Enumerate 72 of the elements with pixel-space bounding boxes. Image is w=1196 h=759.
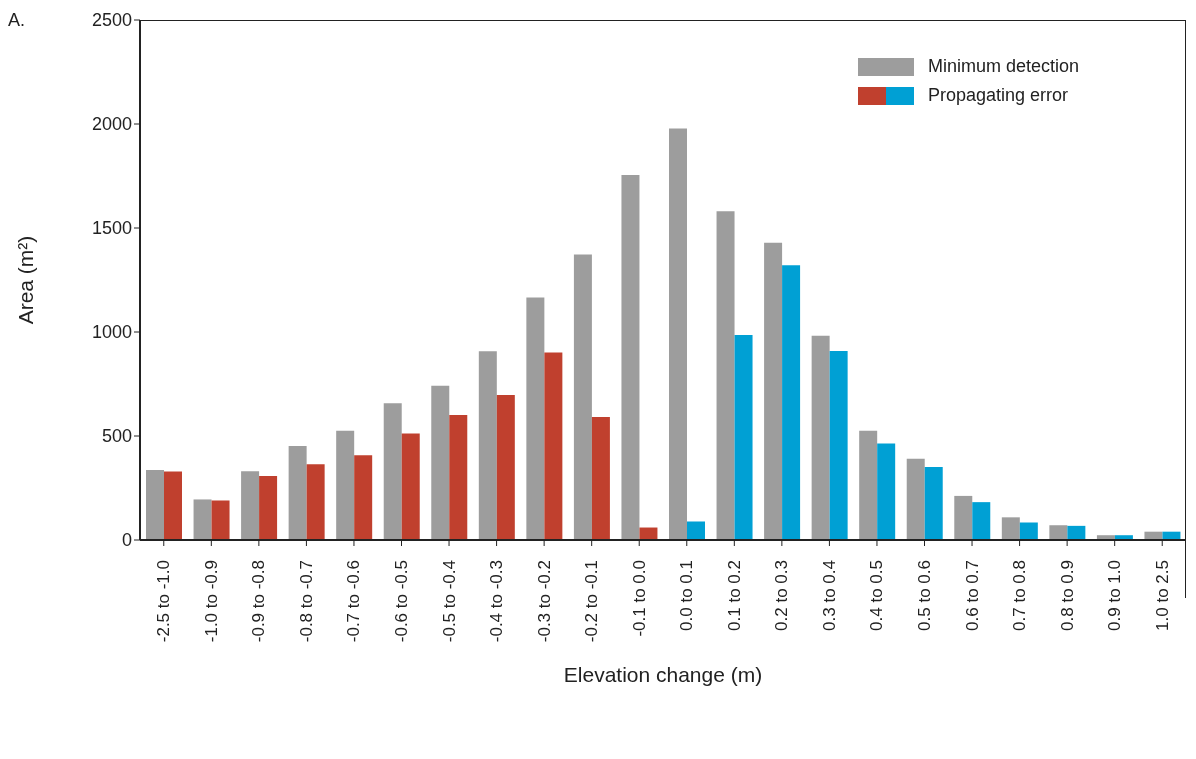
y-tick-label: 0: [121, 530, 132, 551]
bar: [478, 351, 497, 540]
bar: [591, 417, 610, 540]
y-tick-label: 500: [101, 426, 132, 447]
bar: [193, 499, 212, 540]
bar: [211, 500, 230, 540]
bar: [354, 455, 373, 540]
x-tick-label: 0.3 to 0.4: [819, 560, 839, 631]
bar: [811, 335, 830, 540]
bar: [1067, 525, 1086, 540]
x-tick-label: 0.7 to 0.8: [1010, 560, 1030, 631]
x-tick-label: 0.5 to 0.6: [915, 560, 934, 631]
x-tick-label: -0.2 to -0.1: [582, 560, 602, 643]
x-tick-label: -0.3 to -0.2: [534, 560, 554, 643]
bar: [431, 385, 450, 540]
x-tick-label: -2.5 to -1.0: [154, 560, 174, 643]
bar: [496, 395, 515, 540]
x-tick-label: 0.0 to 0.1: [677, 560, 697, 631]
bar: [687, 521, 705, 540]
bar: [1001, 517, 1020, 540]
legend-label: Propagating error: [928, 85, 1069, 106]
bar: [573, 254, 592, 540]
bar: [306, 464, 325, 540]
bar: [383, 403, 402, 540]
y-tick-label: 2500: [91, 10, 132, 31]
x-tick-label: -0.8 to -0.7: [296, 560, 316, 643]
bar: [401, 433, 420, 540]
y-tick-label: 1500: [91, 218, 132, 239]
x-tick-label: -0.9 to -0.8: [249, 560, 269, 643]
bar: [1049, 525, 1068, 540]
bar: [877, 443, 896, 540]
y-axis-title: Area (m²): [14, 235, 38, 325]
bar: [734, 335, 753, 540]
bar: [924, 466, 943, 540]
bar: [859, 430, 878, 540]
x-tick-label: 0.1 to 0.2: [724, 560, 744, 631]
bar: [764, 242, 783, 540]
x-tick-label: 0.6 to 0.7: [962, 560, 982, 631]
x-tick-label: -0.1 to 0.0: [629, 560, 649, 637]
bar: [829, 350, 848, 540]
x-tick-label: -0.6 to -0.5: [392, 560, 411, 643]
bar: [241, 471, 260, 540]
x-tick-label: -0.5 to -0.4: [439, 560, 459, 643]
bar: [336, 430, 355, 540]
bar: [288, 445, 307, 540]
x-tick-label: -1.0 to -0.9: [201, 560, 221, 643]
x-tick-label: -0.4 to -0.3: [487, 560, 507, 643]
y-tick-label: 1000: [91, 322, 132, 343]
bar: [621, 174, 640, 540]
x-tick-label: 0.2 to 0.3: [772, 560, 792, 631]
bar: [954, 495, 973, 540]
bar: [146, 470, 164, 540]
bar: [669, 128, 687, 540]
legend-label: Minimum detection: [928, 56, 1080, 77]
text: A.: [8, 10, 26, 31]
x-axis-title: Elevation change (m): [563, 663, 763, 686]
x-tick-label: 1.0 to 2.5: [1152, 560, 1172, 631]
bar: [544, 352, 563, 540]
x-tick-label: -0.7 to -0.6: [344, 560, 364, 643]
bar: [972, 502, 991, 540]
x-tick-label: 0.8 to 0.9: [1057, 560, 1077, 631]
x-tick-label: 0.9 to 1.0: [1105, 560, 1125, 631]
bar: [906, 458, 925, 540]
bar: [782, 265, 801, 540]
y-tick-label: 2000: [91, 114, 132, 135]
bar: [526, 297, 545, 540]
bar: [449, 414, 468, 540]
bar: [259, 475, 278, 540]
bar: [1019, 522, 1038, 540]
bar: [716, 211, 735, 540]
bar: [164, 471, 182, 540]
x-tick-label: 0.4 to 0.5: [867, 560, 887, 631]
